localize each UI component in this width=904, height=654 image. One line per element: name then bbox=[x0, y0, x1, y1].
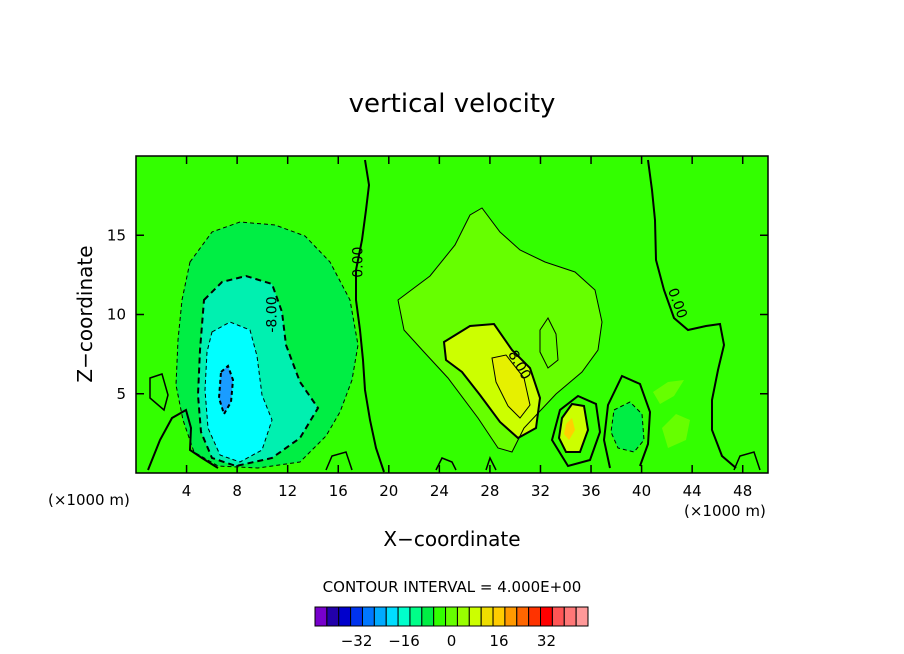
colorbar-swatch bbox=[338, 606, 352, 627]
x-axis-ticks: 4 8 12 16 20 24 28 32 36 40 44 48 bbox=[182, 156, 752, 500]
colorbar bbox=[314, 606, 589, 627]
colorbar-swatch bbox=[326, 606, 340, 627]
contour-region-updraft-outer bbox=[653, 380, 684, 404]
x-unit-left: (×1000 m) bbox=[48, 491, 130, 509]
colorbar-swatch bbox=[397, 606, 411, 627]
contour-region-downdraft-core bbox=[205, 322, 272, 462]
contour-line-zero-line-bottom-mid bbox=[325, 451, 353, 471]
contour-lines bbox=[147, 159, 761, 473]
contour-label: -8.00 bbox=[265, 296, 281, 332]
colorbar-tick-label: 16 bbox=[489, 632, 508, 650]
contour-line-down-12 bbox=[204, 321, 273, 463]
colorbar-swatch bbox=[385, 606, 399, 627]
contour-line-down-4-right bbox=[610, 401, 645, 453]
contour-line-down-16 bbox=[217, 364, 235, 417]
y-axis-label: Z−coordinate bbox=[73, 245, 97, 382]
contour-line-zero-line-right bbox=[647, 159, 737, 469]
y-tick-label: 10 bbox=[107, 306, 126, 324]
x-tick-label: 48 bbox=[733, 482, 752, 500]
contour-line-up-4-lobe bbox=[539, 317, 559, 369]
contour-line-zero-line-bottom-mid3 bbox=[485, 456, 497, 471]
colorbar-swatch bbox=[373, 606, 387, 627]
contour-line-zero-line-left bbox=[355, 159, 385, 473]
contour-line-up-8-right bbox=[557, 402, 590, 453]
contour-line-up-8 bbox=[442, 322, 542, 440]
x-tick-label: 12 bbox=[278, 482, 297, 500]
contour-region-updraft-outer bbox=[398, 208, 602, 452]
colorbar-swatch bbox=[480, 606, 494, 627]
contour-line-zero-line-mid bbox=[602, 374, 652, 469]
x-tick-label: 8 bbox=[232, 482, 242, 500]
colorbar-swatch bbox=[314, 606, 328, 627]
x-tick-label: 16 bbox=[329, 482, 348, 500]
colorbar-swatch bbox=[563, 606, 577, 627]
contour-region-updraft-outer bbox=[662, 414, 690, 448]
contour-line-up-12 bbox=[491, 354, 531, 419]
x-tick-label: 20 bbox=[379, 482, 398, 500]
colorbar-swatch bbox=[445, 606, 458, 627]
x-axis-label: X−coordinate bbox=[383, 527, 520, 551]
contour-line-zero-line-bottom-right bbox=[733, 451, 761, 471]
contour-line-zero-line-bottom-mid2 bbox=[435, 457, 457, 471]
colorbar-swatch bbox=[492, 606, 506, 627]
colorbar-swatch bbox=[551, 606, 565, 627]
plot-area: 0.00-8.008.000.00 bbox=[135, 155, 769, 474]
x-tick-label: 32 bbox=[531, 482, 550, 500]
y-axis-ticks: 5 10 15 bbox=[107, 226, 768, 403]
x-tick-label: 28 bbox=[480, 482, 499, 500]
chart-title: vertical velocity bbox=[349, 89, 556, 119]
x-tick-label: 44 bbox=[683, 482, 702, 500]
colorbar-swatch bbox=[468, 606, 482, 627]
colorbar-swatch bbox=[421, 606, 435, 627]
x-tick-label: 36 bbox=[581, 482, 600, 500]
colorbar-tick-label: −16 bbox=[388, 632, 420, 650]
contour-interval-text: CONTOUR INTERVAL = 4.000E+00 bbox=[323, 578, 582, 596]
contour-line-zero-line-lobe-small bbox=[149, 373, 169, 412]
colorbar-swatch bbox=[456, 606, 470, 627]
x-unit-right: (×1000 m) bbox=[684, 502, 766, 520]
colorbar-swatch bbox=[433, 606, 447, 627]
colorbar-swatch bbox=[350, 606, 363, 627]
contour-region-downdraft-peak bbox=[219, 366, 233, 414]
contour-line-up-8-ring bbox=[550, 394, 602, 468]
colorbar-swatch bbox=[361, 606, 375, 627]
contour-region-updraft-core bbox=[564, 418, 575, 440]
colorbar-tick-label: 32 bbox=[537, 632, 556, 650]
x-tick-label: 24 bbox=[430, 482, 449, 500]
contour-label: 0.00 bbox=[350, 247, 366, 278]
colorbar-swatch bbox=[528, 606, 542, 627]
colorbar-swatch bbox=[504, 606, 518, 627]
contour-line-up-4-outer bbox=[397, 207, 603, 453]
colorbar-swatch bbox=[575, 606, 589, 627]
colorbar-swatch bbox=[540, 606, 553, 627]
contour-line-down-4-outer bbox=[175, 221, 359, 469]
contour-region-updraft-peak bbox=[492, 355, 530, 418]
contour-line-zero-line-bottom-left bbox=[147, 408, 219, 471]
colorbar-swatch bbox=[516, 606, 530, 627]
x-tick-label: 4 bbox=[182, 482, 192, 500]
colorbar-tick-label: 0 bbox=[447, 632, 457, 650]
colorbar-swatch bbox=[409, 606, 423, 627]
contour-regions bbox=[176, 208, 690, 468]
y-tick-label: 15 bbox=[107, 226, 126, 244]
contour-region-downdraft-outer bbox=[611, 402, 644, 452]
y-tick-label: 5 bbox=[116, 385, 126, 403]
colorbar-tick-label: −32 bbox=[341, 632, 373, 650]
colorbar-tick-labels: −32 −16 0 16 32 bbox=[341, 632, 556, 650]
x-tick-label: 40 bbox=[632, 482, 651, 500]
contour-line-down-8 bbox=[196, 274, 320, 468]
